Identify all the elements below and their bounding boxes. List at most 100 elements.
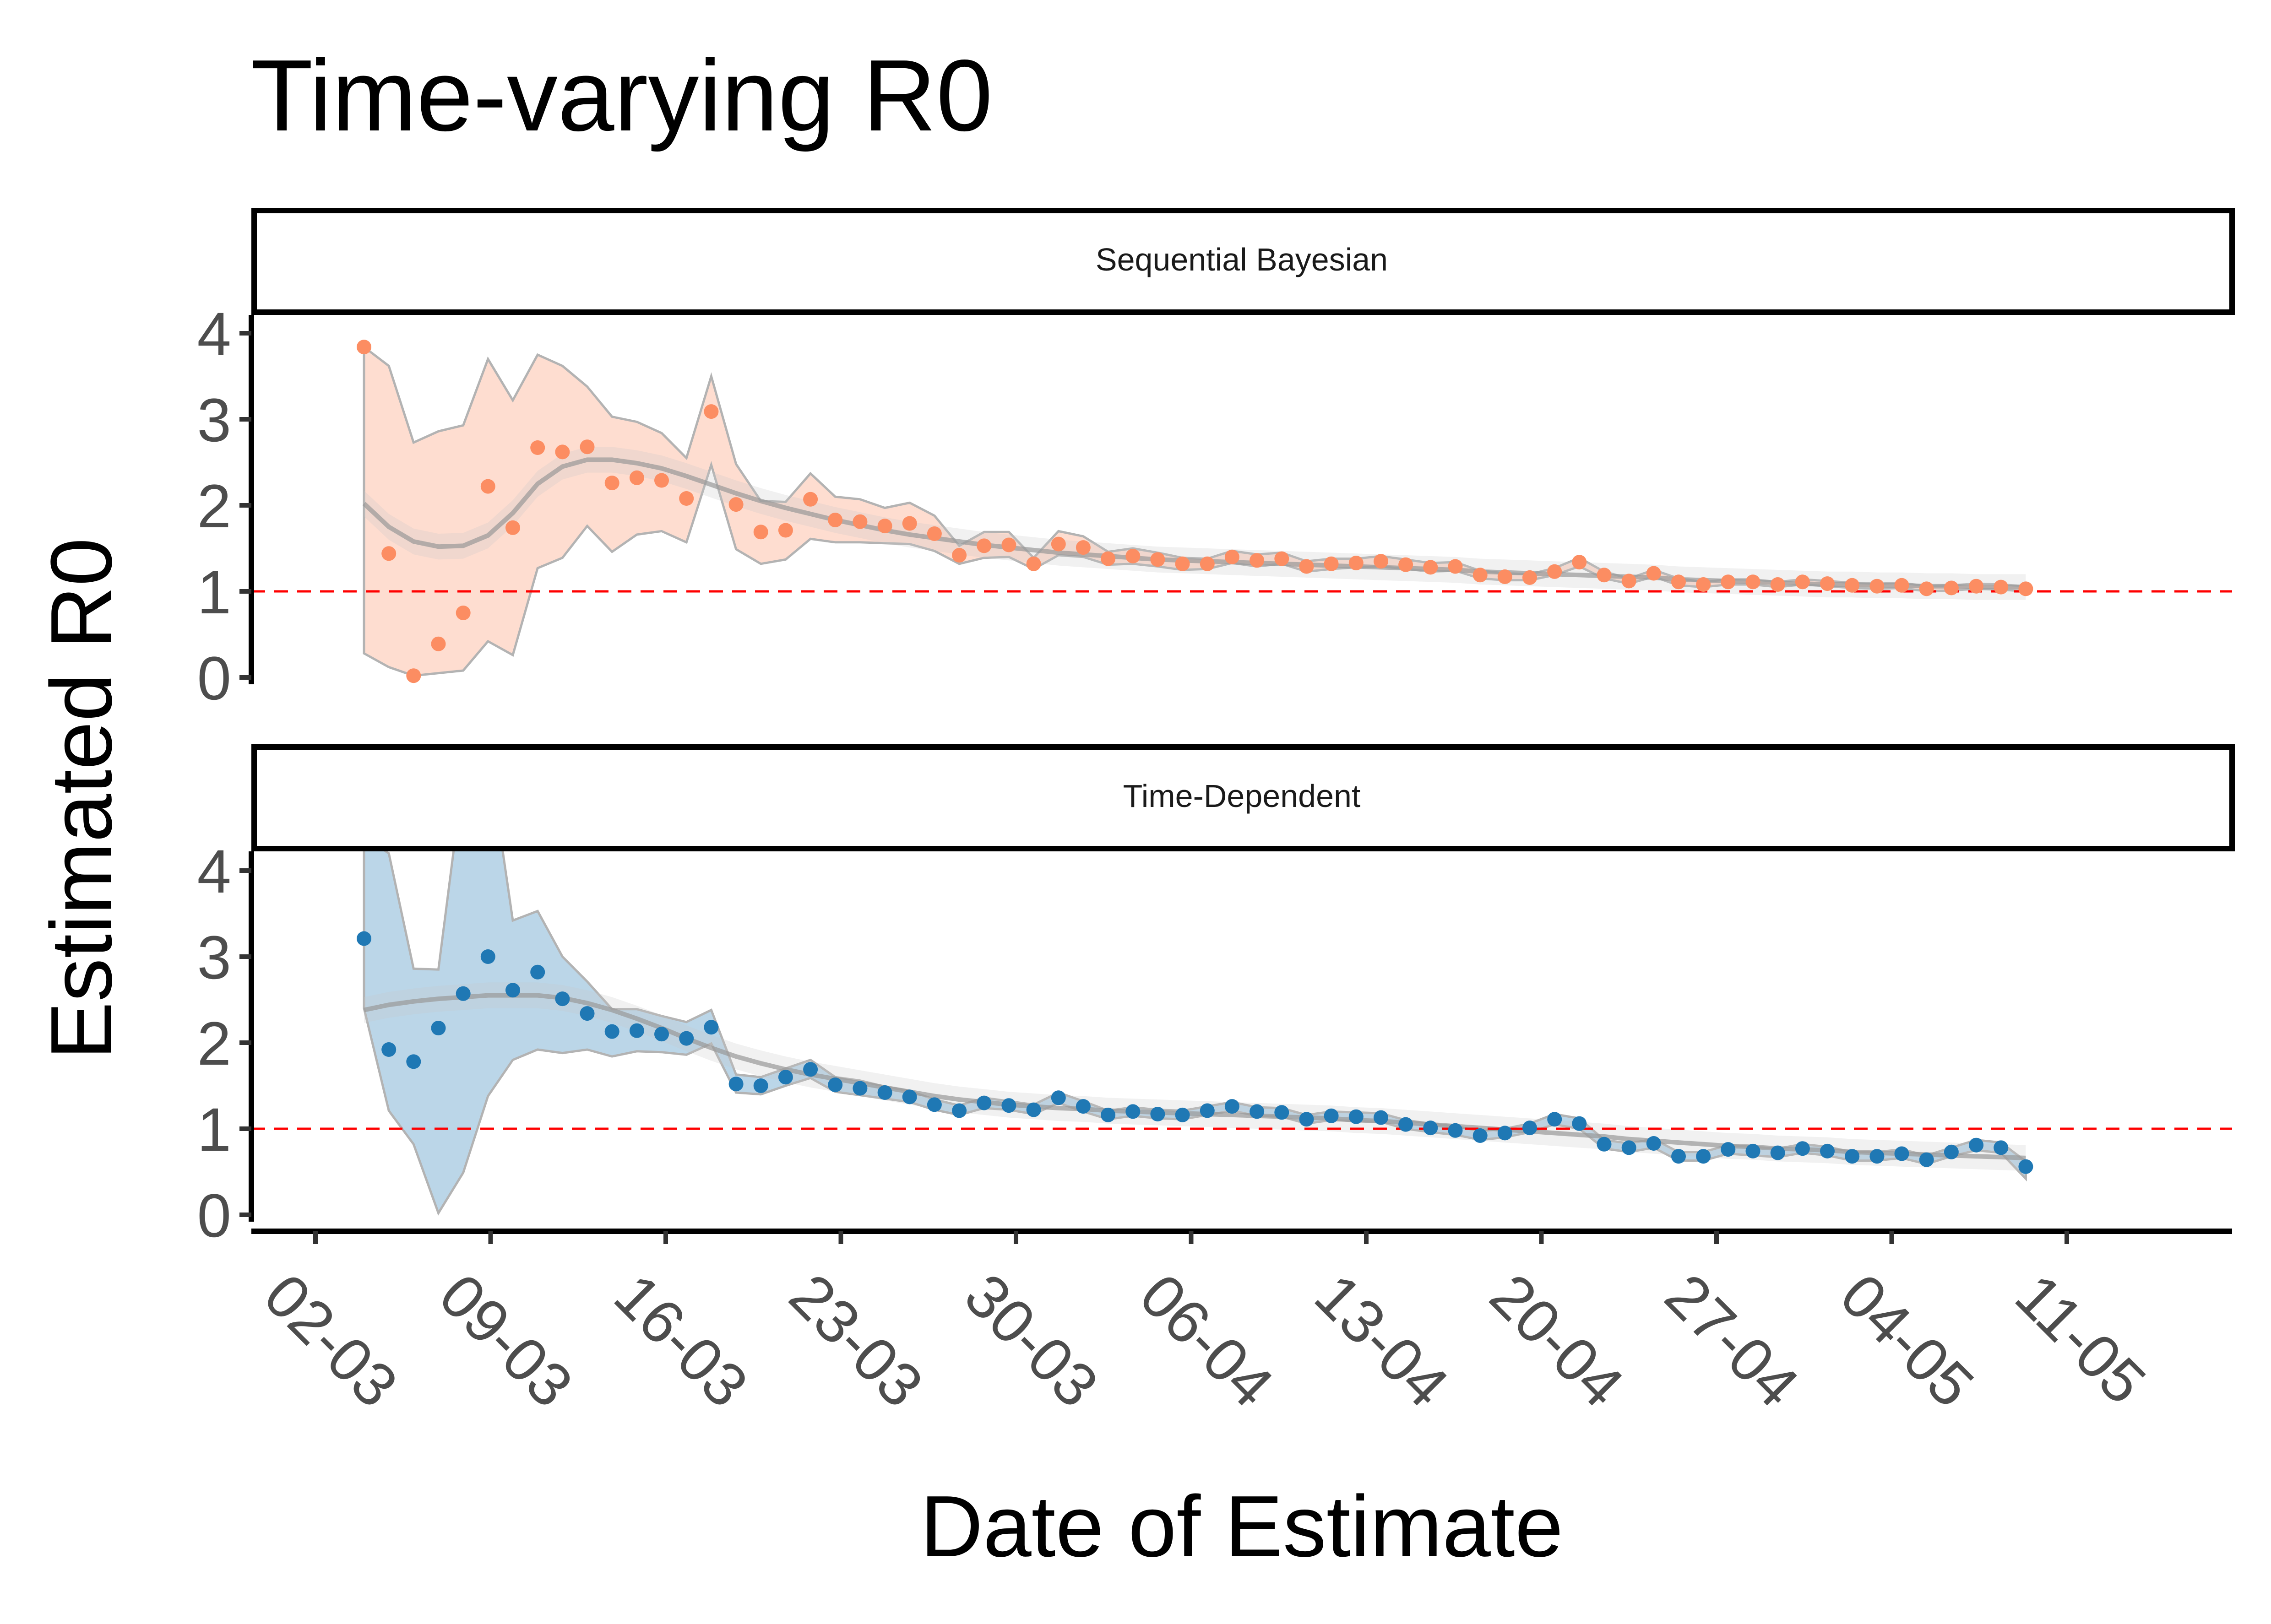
data-point [1125, 548, 1141, 563]
data-point [1894, 1146, 1909, 1161]
data-point [1820, 1143, 1835, 1158]
data-point [1448, 1123, 1463, 1138]
data-point [1076, 1099, 1091, 1114]
data-point [1845, 578, 1860, 593]
data-point [778, 523, 793, 538]
y-tick-label: 4 [197, 300, 231, 368]
strip-label-time-dependent: Time-Dependent [1123, 778, 1361, 814]
chart-title: Time-varying R0 [251, 39, 993, 152]
data-point [1299, 1112, 1314, 1127]
data-point [1944, 1144, 1959, 1159]
data-point [1745, 574, 1760, 590]
panel-sequential-bayesian: Sequential Bayesian 0 1 2 3 4 [197, 208, 2235, 713]
data-point [1125, 1104, 1141, 1119]
data-point [406, 668, 421, 683]
data-point [381, 1042, 397, 1057]
data-point [1994, 1140, 2009, 1155]
strip-label-sequential-bayesian: Sequential Bayesian [1096, 242, 1388, 277]
data-point [1250, 1104, 1265, 1119]
data-point [1101, 551, 1116, 566]
data-point [1051, 1090, 1066, 1105]
data-point [1448, 559, 1463, 574]
data-point [778, 1070, 793, 1085]
y-tick-label: 3 [197, 924, 231, 992]
data-point [803, 492, 818, 507]
data-point [927, 1097, 942, 1112]
data-point [1547, 564, 1562, 579]
data-point [654, 1027, 669, 1042]
data-point [1274, 1105, 1289, 1120]
data-point [1547, 1112, 1562, 1127]
strip-time-dependent [251, 744, 2235, 851]
data-point [679, 1031, 694, 1046]
data-point [1522, 1121, 1537, 1136]
data-point [1472, 568, 1488, 583]
data-point [952, 1103, 967, 1118]
data-point [1224, 1099, 1239, 1114]
data-point [1398, 1117, 1413, 1132]
data-point [853, 514, 868, 529]
data-point [1051, 536, 1066, 552]
data-point [1200, 1103, 1215, 1118]
data-point [629, 470, 644, 485]
data-point [753, 525, 768, 540]
data-point [704, 404, 719, 419]
data-point [580, 1006, 595, 1021]
data-point [1224, 549, 1239, 564]
data-point [357, 931, 371, 946]
x-axis-label: Date of Estimate [920, 1478, 1564, 1575]
data-point [580, 439, 595, 455]
data-point [877, 519, 892, 534]
data-point [1795, 574, 1810, 590]
data-point [629, 1023, 644, 1038]
data-point [1175, 1107, 1190, 1122]
panel-plot-sequential-bayesian: 0 1 2 3 4 [197, 300, 2232, 713]
data-point [381, 546, 397, 561]
data-point [604, 1024, 619, 1039]
data-point [530, 964, 545, 980]
data-point [1423, 560, 1438, 575]
data-point [877, 1085, 892, 1100]
data-point [1969, 1137, 1984, 1153]
data-point [1001, 1098, 1016, 1113]
data-point [431, 1021, 446, 1035]
data-point [902, 1089, 917, 1104]
data-point [1795, 1141, 1810, 1156]
data-point [604, 476, 619, 491]
data-point [1101, 1107, 1116, 1122]
data-point [1919, 1152, 1934, 1167]
data-point [902, 516, 917, 531]
data-point [1572, 1116, 1587, 1131]
data-point [1671, 574, 1686, 590]
data-point [555, 991, 570, 1007]
data-point [1497, 569, 1512, 584]
data-point [1001, 537, 1016, 552]
data-point [357, 340, 371, 355]
data-point [1721, 574, 1736, 590]
data-point [1150, 1107, 1165, 1121]
data-point [1250, 553, 1265, 568]
y-tick-label: 0 [197, 1182, 231, 1250]
data-point [1374, 554, 1388, 569]
data-point [1472, 1128, 1488, 1143]
data-point [1696, 1149, 1711, 1164]
data-point [456, 986, 471, 1001]
data-point [1646, 1136, 1661, 1151]
data-point [1770, 577, 1785, 592]
data-point [1348, 1109, 1364, 1124]
data-point [1026, 556, 1041, 571]
data-point [555, 444, 570, 460]
data-point [728, 497, 744, 512]
data-point [1497, 1126, 1512, 1141]
data-point [1969, 579, 1984, 594]
data-point [456, 606, 471, 620]
data-point [1522, 570, 1537, 585]
data-point [952, 548, 967, 563]
y-tick-label: 4 [197, 838, 231, 906]
data-point [480, 479, 495, 494]
data-point [927, 526, 942, 541]
data-point [530, 440, 545, 455]
data-point [1026, 1102, 1041, 1117]
data-point [406, 1054, 421, 1069]
